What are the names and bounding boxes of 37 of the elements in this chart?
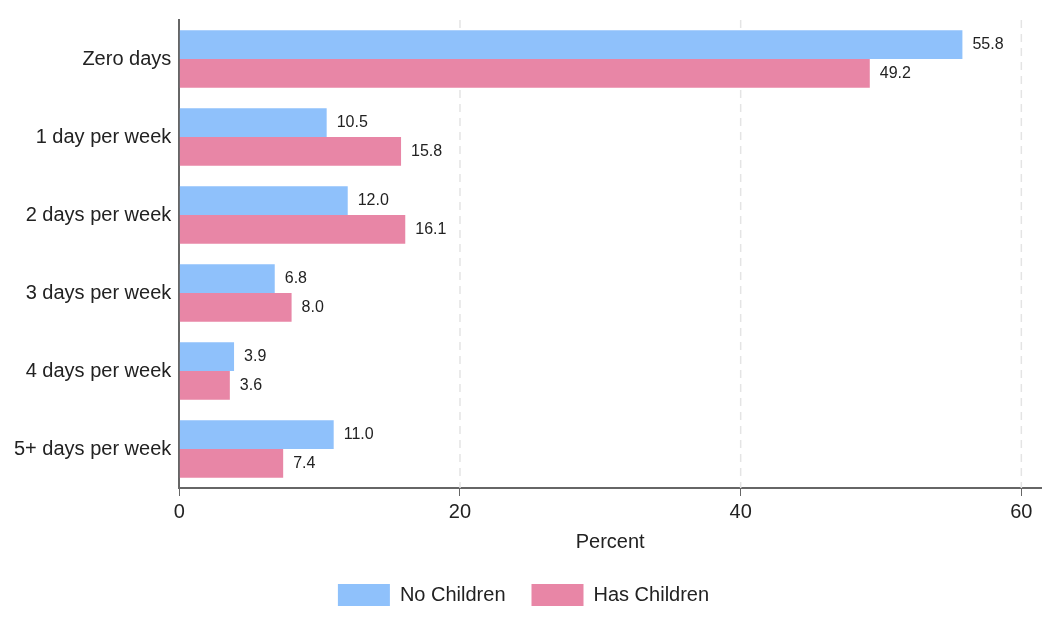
- data-label: 3.9: [244, 346, 267, 364]
- x-tick-label: 60: [1010, 499, 1033, 522]
- data-label: 55.8: [972, 34, 1004, 52]
- data-label: 49.2: [879, 63, 912, 81]
- x-tick-label: 40: [729, 499, 752, 522]
- y-tick-label: 2 days per week: [25, 202, 173, 225]
- bar: [179, 420, 334, 449]
- data-label: 8.0: [301, 297, 324, 315]
- bar: [179, 293, 292, 322]
- bar: [179, 371, 230, 400]
- x-axis-title: Percent: [575, 529, 646, 552]
- y-tick-label: 3 days per week: [25, 280, 173, 303]
- bar: [179, 108, 327, 137]
- bar: [179, 137, 402, 166]
- data-label: 10.5: [336, 112, 368, 130]
- data-label: 11.0: [343, 424, 374, 442]
- data-label: 12.0: [357, 190, 389, 208]
- bar: [179, 59, 870, 88]
- legend-label: No Children: [399, 582, 506, 605]
- y-tick-label: 1 day per week: [35, 124, 173, 147]
- data-label: 15.8: [411, 141, 443, 159]
- legend-label: Has Children: [593, 582, 710, 605]
- y-tick-label: 5+ days per week: [13, 436, 173, 459]
- data-label: 3.6: [239, 375, 263, 393]
- bar: [179, 264, 275, 293]
- x-tick-label: 20: [448, 499, 472, 522]
- data-label: 16.1: [415, 219, 447, 237]
- bar: [179, 30, 963, 59]
- x-tick-label: 0: [173, 499, 185, 522]
- y-tick-label: Zero days: [82, 46, 172, 69]
- bar: [179, 449, 284, 478]
- data-label: 6.8: [284, 268, 308, 286]
- bar: [179, 186, 348, 215]
- bar: [179, 342, 235, 371]
- y-tick-label: 4 days per week: [25, 358, 173, 381]
- data-label: 7.4: [293, 453, 316, 471]
- bar: [179, 215, 406, 244]
